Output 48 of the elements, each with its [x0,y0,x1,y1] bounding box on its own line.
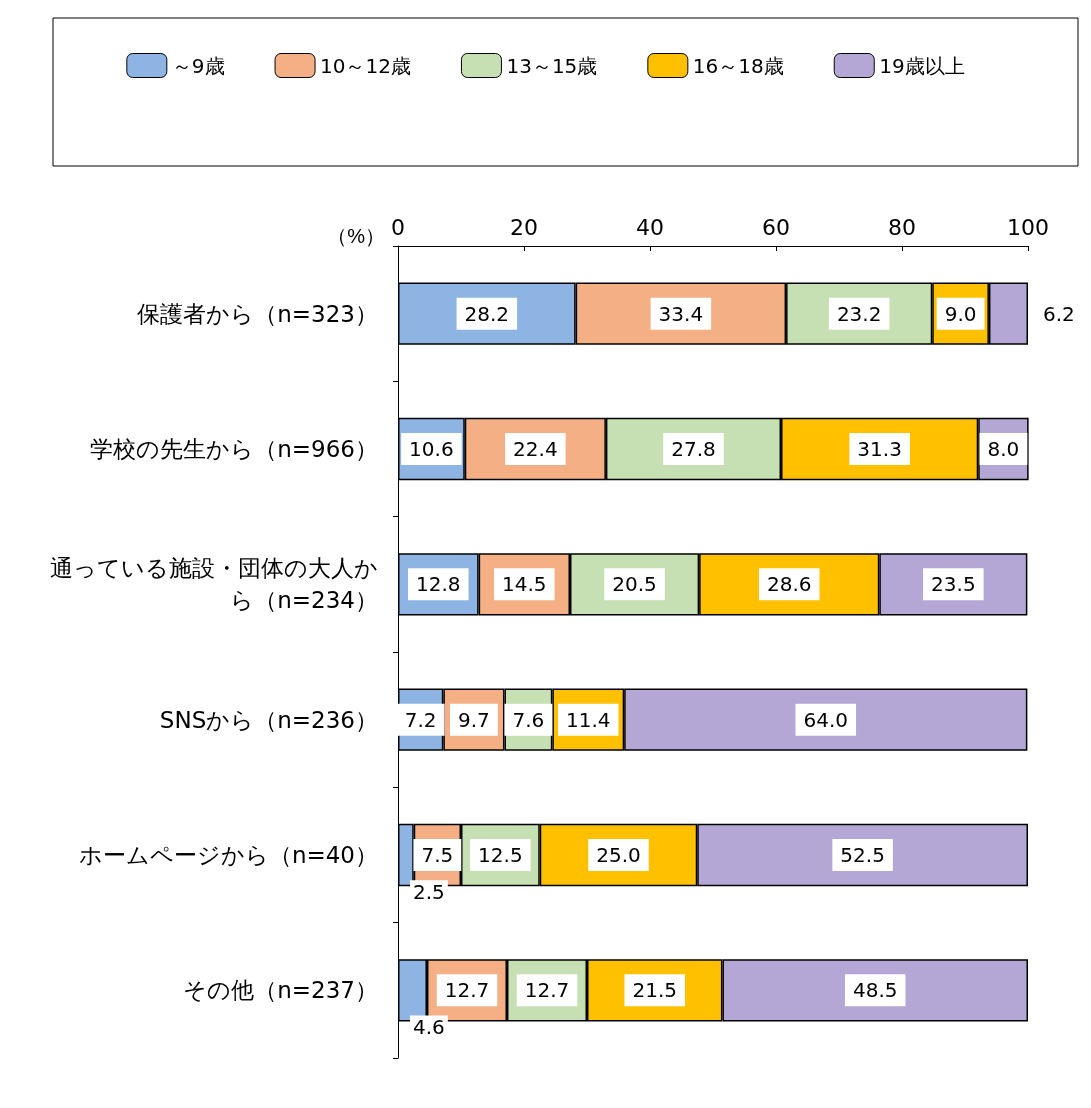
data-label: 12.7 [444,978,490,1003]
legend-label: 19歳以上 [879,53,965,78]
data-label: 52.5 [840,843,885,867]
x-tick-label: 80 [888,214,916,240]
x-axis-title: （%） [327,225,386,247]
data-label: 28.6 [766,572,812,597]
data-label: 7.2 [404,707,437,732]
data-label: 4.6 [413,1015,445,1040]
y-tick-label: 通っている施設・団体の大人から（n=234） [50,555,378,614]
data-label: 7.6 [512,707,545,732]
data-label: 25.0 [596,843,641,867]
x-tick-label: 40 [636,214,664,240]
data-label: 64.0 [803,707,849,732]
data-label: 2.5 [413,880,445,905]
y-tick-label: 保護者から（n=323） [137,300,378,327]
data-label: 8.0 [987,437,1020,461]
y-tick-label: SNSから（n=236） [159,706,378,733]
data-label: 10.6 [409,437,454,461]
data-label: 23.5 [931,572,976,597]
data-label: 9.0 [944,301,977,326]
data-label: 21.5 [632,978,677,1003]
data-label: 7.5 [421,843,454,867]
data-label: 31.3 [857,437,902,461]
legend-label: 10～12歳 [320,53,411,78]
data-label: 48.5 [852,978,898,1003]
data-label: 9.7 [458,707,490,732]
x-tick-label: 60 [762,214,790,240]
x-tick-label: 20 [510,214,538,240]
data-label: 12.7 [524,978,570,1003]
legend-label: 16～18歳 [692,53,784,78]
data-label: 20.5 [612,572,657,597]
y-tick-label: その他（n=237） [183,977,378,1004]
data-label: 22.4 [513,437,558,461]
legend-label: ～9歳 [171,53,225,78]
legend-label: 13～15歳 [506,53,598,78]
data-label: 6.2 [1043,301,1075,326]
x-tick-label: 100 [1007,214,1049,240]
x-tick-label: 0 [391,214,405,240]
data-label: 33.4 [658,301,704,326]
data-label: 12.5 [478,843,523,867]
data-label: 23.2 [836,301,882,326]
data-label: 28.2 [464,301,510,326]
data-label: 27.8 [671,437,716,461]
data-label: 12.8 [416,572,461,597]
data-label: 14.5 [502,572,547,597]
y-tick-label: 学校の先生から（n=966） [90,436,378,462]
y-tick-label: ホームページから（n=40） [78,842,378,868]
data-label: 11.4 [565,707,611,732]
